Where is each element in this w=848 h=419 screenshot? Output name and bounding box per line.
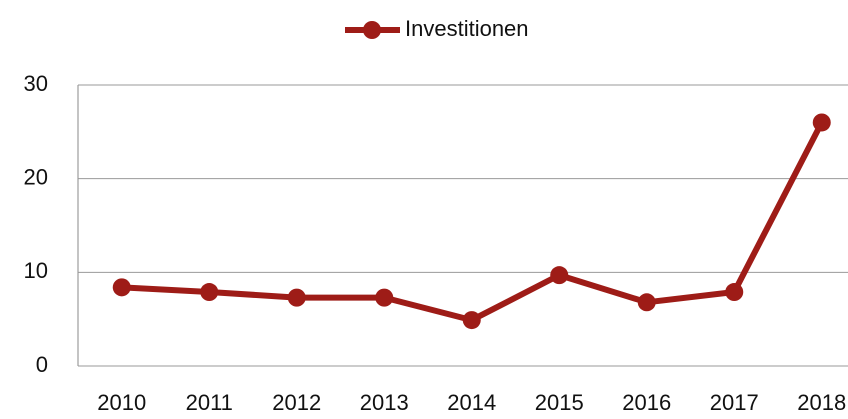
series-line — [121, 121, 825, 324]
x-tick-label: 2017 — [710, 390, 759, 415]
legend-label: Investitionen — [405, 16, 529, 41]
series-marker — [200, 283, 219, 302]
legend-marker — [363, 21, 381, 39]
series-marker — [375, 288, 394, 307]
x-tick-label: 2012 — [272, 390, 321, 415]
x-tick-label: 2011 — [186, 390, 233, 415]
x-tick-label: 2015 — [535, 390, 584, 415]
series-marker — [812, 113, 831, 132]
series-marker — [550, 266, 569, 285]
x-tick-label: 2016 — [622, 390, 671, 415]
series-marker — [637, 293, 656, 312]
series-marker — [287, 288, 306, 307]
x-tick-label: 2018 — [797, 390, 846, 415]
y-tick-label: 30 — [24, 71, 48, 96]
series-marker — [725, 283, 744, 302]
series-marker — [112, 278, 131, 297]
y-tick-label: 0 — [36, 352, 48, 377]
y-tick-label: 10 — [24, 258, 48, 283]
series-marker — [462, 311, 481, 330]
x-tick-label: 2010 — [97, 390, 146, 415]
x-tick-label: 2013 — [360, 390, 409, 415]
x-tick-label: 2014 — [447, 390, 496, 415]
y-tick-label: 20 — [24, 164, 48, 189]
